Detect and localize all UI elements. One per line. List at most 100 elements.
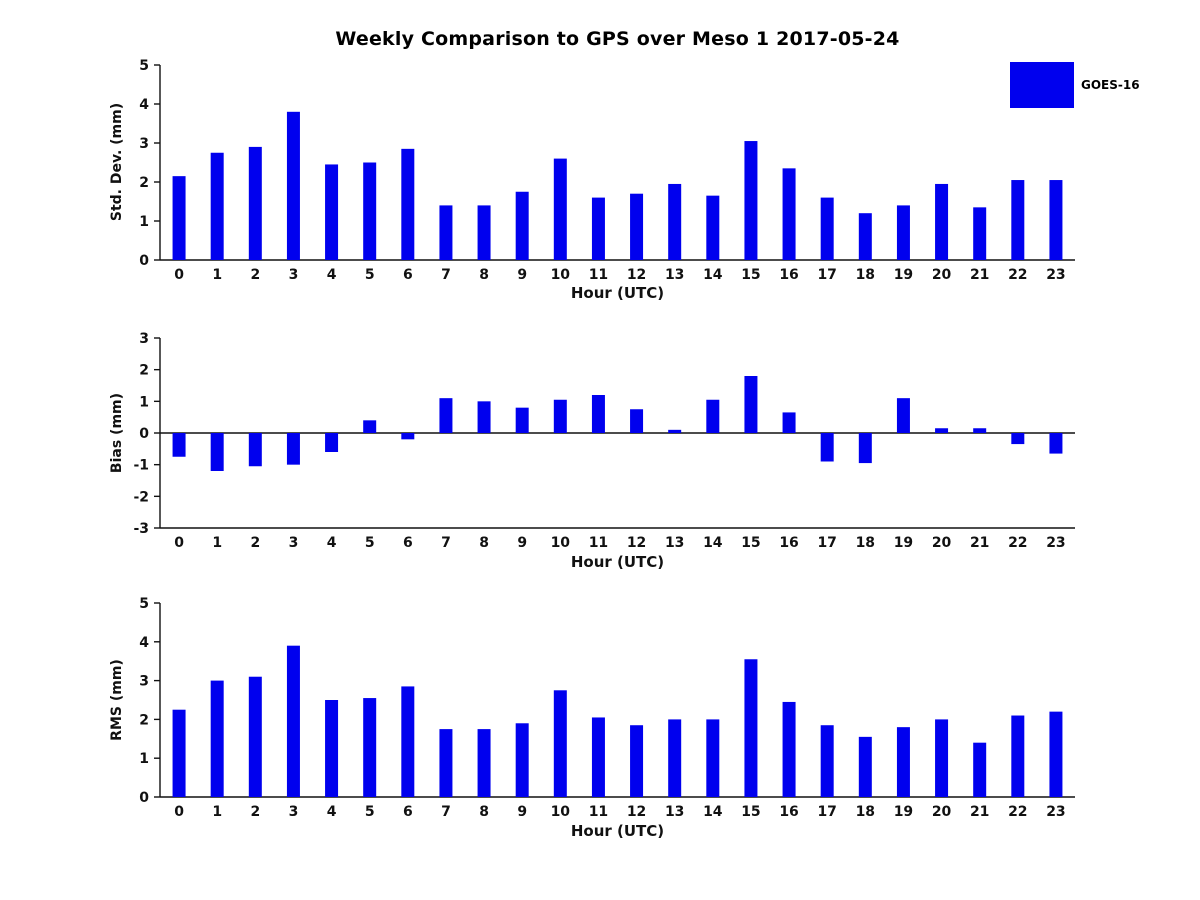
chart-title: Weekly Comparison to GPS over Meso 1 201…: [335, 28, 900, 50]
x-tick-label: 10: [551, 804, 571, 820]
bar-hour-13: [668, 183, 682, 260]
x-tick-label: 16: [779, 267, 798, 283]
bar-hour-15: [744, 659, 758, 797]
y-tick-label: 3: [139, 331, 149, 347]
y-tick-label: 2: [139, 363, 149, 379]
x-tick-label: 2: [250, 535, 260, 551]
bar-hour-7: [439, 205, 453, 260]
y-tick-label: 3: [139, 674, 149, 690]
x-tick-label: 22: [1008, 267, 1027, 283]
x-tick-label: 21: [970, 535, 989, 551]
bar-hour-5: [363, 420, 377, 433]
bar-hour-1: [210, 152, 224, 260]
bar-hour-13: [668, 719, 682, 797]
y-axis-label-bias: Bias (mm): [109, 392, 125, 474]
x-tick-label: 17: [817, 267, 836, 283]
x-tick-label: 19: [894, 535, 913, 551]
y-tick-label: 1: [139, 751, 149, 767]
x-tick-label: 0: [174, 535, 184, 551]
x-tick-label: 10: [551, 535, 571, 551]
x-tick-label: 14: [703, 535, 723, 551]
x-tick-label: 22: [1008, 804, 1027, 820]
bar-hour-7: [439, 729, 453, 797]
x-tick-label: 12: [627, 804, 646, 820]
bar-hour-21: [973, 742, 987, 797]
legend: GOES-16: [1010, 62, 1140, 108]
y-tick-label: 0: [139, 253, 149, 269]
x-tick-label: 9: [517, 267, 527, 283]
x-tick-label: 22: [1008, 535, 1027, 551]
bar-hour-6: [401, 686, 415, 797]
bar-hour-19: [896, 398, 910, 433]
bar-hour-12: [630, 725, 644, 797]
bar-hour-19: [896, 727, 910, 797]
x-tick-label: 11: [589, 267, 608, 283]
y-tick-label: -1: [133, 458, 149, 474]
bar-hour-20: [935, 428, 949, 433]
bar-hour-13: [668, 429, 682, 433]
x-tick-label: 7: [441, 804, 451, 820]
x-tick-label: 4: [327, 535, 337, 551]
legend-series-label: GOES-16: [1081, 78, 1140, 92]
bar-hour-21: [973, 207, 987, 260]
bar-hour-0: [172, 433, 186, 457]
bar-hour-23: [1049, 711, 1063, 797]
x-tick-label: 17: [817, 804, 836, 820]
x-tick-label: 0: [174, 267, 184, 283]
x-tick-label: 12: [627, 267, 646, 283]
x-tick-label: 1: [212, 535, 222, 551]
bar-hour-8: [477, 401, 491, 433]
x-tick-label: 5: [365, 804, 375, 820]
y-tick-label: 3: [139, 136, 149, 152]
x-tick-label: 6: [403, 535, 413, 551]
x-tick-label: 16: [779, 804, 798, 820]
y-tick-label: 0: [139, 426, 149, 442]
x-tick-label: 20: [932, 804, 952, 820]
bar-hour-1: [210, 680, 224, 797]
bar-hour-6: [401, 433, 415, 440]
bar-hour-2: [248, 146, 262, 260]
x-tick-label: 8: [479, 804, 489, 820]
x-axis-label-top: Hour (UTC): [570, 284, 665, 302]
bar-hour-10: [553, 690, 567, 797]
bar-hour-12: [630, 409, 644, 433]
bar-hour-3: [286, 645, 300, 797]
bar-hour-10: [553, 399, 567, 433]
bar-hour-1: [210, 433, 224, 471]
x-tick-label: 11: [589, 804, 608, 820]
x-tick-label: 2: [250, 267, 260, 283]
bar-hour-20: [935, 719, 949, 797]
x-tick-label: 13: [665, 267, 684, 283]
bar-hour-9: [515, 407, 529, 433]
x-tick-label: 21: [970, 267, 989, 283]
x-tick-label: 9: [517, 535, 527, 551]
bar-hour-2: [248, 676, 262, 797]
bar-hour-7: [439, 398, 453, 433]
bar-hour-22: [1011, 180, 1025, 260]
x-tick-label: 13: [665, 535, 684, 551]
y-tick-label: 2: [139, 712, 149, 728]
x-tick-label: 4: [327, 804, 337, 820]
x-tick-label: 18: [856, 535, 875, 551]
bar-hour-3: [286, 111, 300, 260]
bar-hour-16: [782, 168, 796, 260]
bar-hour-15: [744, 141, 758, 260]
x-tick-label: 15: [741, 804, 760, 820]
bar-hour-8: [477, 205, 491, 260]
x-tick-label: 3: [289, 804, 299, 820]
bar-hour-23: [1049, 180, 1063, 260]
x-tick-label: 9: [517, 804, 527, 820]
bar-hour-9: [515, 723, 529, 797]
bar-hour-17: [820, 433, 834, 462]
x-tick-label: 15: [741, 535, 760, 551]
y-tick-label: 1: [139, 394, 149, 410]
x-tick-label: 12: [627, 535, 646, 551]
bar-hour-10: [553, 158, 567, 260]
bar-hour-16: [782, 412, 796, 433]
x-tick-label: 1: [212, 267, 222, 283]
bar-hour-3: [286, 433, 300, 465]
bar-hour-14: [706, 195, 720, 260]
